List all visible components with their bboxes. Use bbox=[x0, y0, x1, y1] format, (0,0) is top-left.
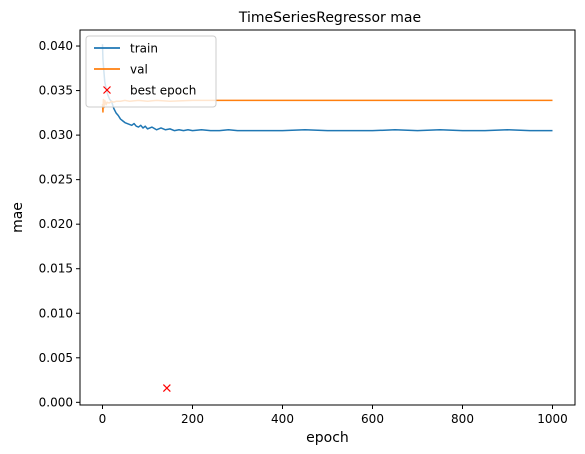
legend: train val best epoch bbox=[85, 35, 217, 108]
y-tick-label: 0.000 bbox=[39, 395, 73, 409]
x-tick-label: 400 bbox=[271, 412, 294, 426]
y-axis-label: mae bbox=[10, 202, 26, 233]
x-axis: 0 200 400 600 800 1000 bbox=[99, 405, 568, 426]
plot-frame bbox=[79, 29, 576, 406]
x-tick-label: 800 bbox=[451, 412, 474, 426]
x-tick-label: 0 bbox=[99, 412, 107, 426]
x-tick-label: 1000 bbox=[537, 412, 568, 426]
y-tick-label: 0.010 bbox=[39, 306, 73, 320]
legend-label-train: train bbox=[130, 42, 158, 56]
series-marker-best-epoch bbox=[162, 384, 171, 393]
x-axis-label: epoch bbox=[306, 430, 349, 446]
y-tick-label: 0.005 bbox=[39, 351, 73, 365]
legend-label-val: val bbox=[130, 63, 148, 77]
y-tick-label: 0.040 bbox=[39, 39, 73, 53]
y-axis: 0.000 0.005 0.010 0.015 0.020 0.025 0.030 0.035… bbox=[39, 39, 80, 409]
y-tick-label: 0.015 bbox=[39, 262, 73, 276]
y-tick-label: 0.035 bbox=[39, 84, 73, 98]
legend-box bbox=[85, 35, 217, 108]
legend-swatch-best-epoch bbox=[103, 86, 111, 94]
x-tick-label: 200 bbox=[181, 412, 204, 426]
y-tick-label: 0.025 bbox=[39, 173, 73, 187]
y-tick-label: 0.030 bbox=[39, 128, 73, 142]
legend-label-best-epoch: best epoch bbox=[130, 84, 196, 98]
y-tick-label: 0.020 bbox=[39, 217, 73, 231]
x-tick-label: 600 bbox=[361, 412, 384, 426]
series-line-train bbox=[101, 44, 553, 132]
chart-title: TimeSeriesRegressor mae bbox=[238, 10, 421, 26]
